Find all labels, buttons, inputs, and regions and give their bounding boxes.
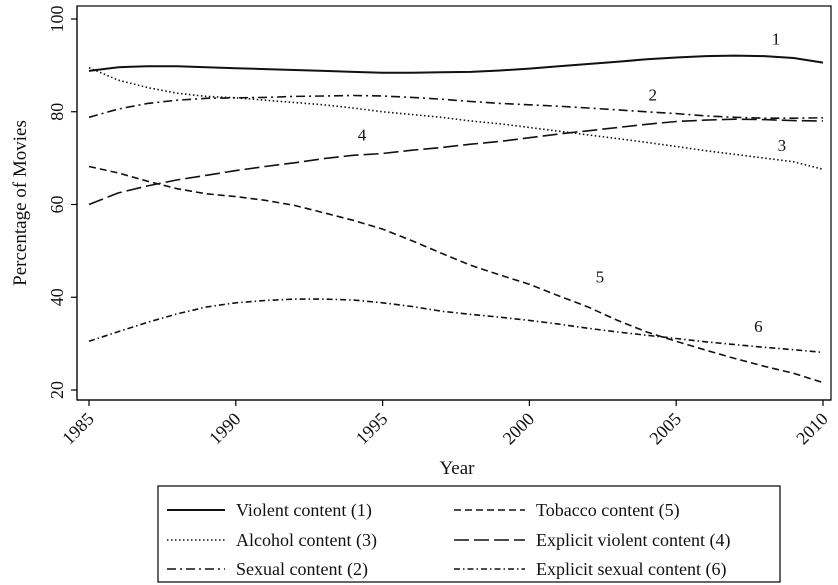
y-axis-title: Percentage of Movies bbox=[10, 120, 31, 286]
legend-label-4: Tobacco content (5) bbox=[536, 500, 680, 521]
curve-label-1: 1 bbox=[772, 30, 781, 49]
series-line-2 bbox=[88, 66, 824, 171]
curve-label-4: 4 bbox=[358, 126, 367, 145]
curve-label-6: 6 bbox=[754, 317, 763, 336]
series-lines bbox=[88, 54, 824, 384]
series-line-1 bbox=[88, 54, 824, 74]
y-tick-label: 20 bbox=[47, 381, 67, 399]
x-axis-ticks: 1985 1990 1995 2000 2005 2010 bbox=[58, 400, 832, 448]
legend-label-5: Explicit violent content (4) bbox=[536, 530, 730, 551]
series-line-6 bbox=[88, 298, 824, 354]
y-tick-label: 80 bbox=[47, 103, 67, 121]
curve-label-5: 5 bbox=[596, 267, 605, 286]
x-tick-label: 2005 bbox=[645, 409, 685, 449]
x-tick-label: 2010 bbox=[792, 409, 832, 449]
curve-label-3: 3 bbox=[778, 136, 787, 155]
x-tick-label: 1995 bbox=[352, 409, 392, 449]
legend-label-1: Violent content (1) bbox=[236, 500, 372, 521]
legend: Violent content (1) Alcohol content (3) Se… bbox=[157, 485, 781, 583]
series-line-4 bbox=[88, 165, 824, 384]
curve-label-2: 2 bbox=[648, 86, 657, 105]
x-axis-title: Year bbox=[439, 458, 475, 479]
y-tick-label: 40 bbox=[47, 288, 67, 306]
series-line-5 bbox=[88, 118, 824, 206]
y-tick-label: 100 bbox=[47, 6, 67, 33]
curve-labels: 1 3 2 5 4 6 bbox=[358, 30, 786, 337]
legend-box bbox=[157, 485, 781, 583]
series-line-3 bbox=[88, 94, 824, 119]
y-tick-label: 60 bbox=[47, 196, 67, 214]
plot-frame bbox=[76, 5, 832, 401]
x-tick-label: 1990 bbox=[205, 409, 245, 449]
legend-label-6: Explicit sexual content (6) bbox=[536, 559, 726, 580]
y-axis-ticks: 20 40 60 80 100 bbox=[47, 6, 77, 399]
legend-label-3: Sexual content (2) bbox=[236, 559, 368, 580]
x-tick-label: 1985 bbox=[58, 409, 98, 449]
x-tick-label: 2000 bbox=[499, 409, 539, 449]
legend-label-2: Alcohol content (3) bbox=[236, 530, 377, 551]
